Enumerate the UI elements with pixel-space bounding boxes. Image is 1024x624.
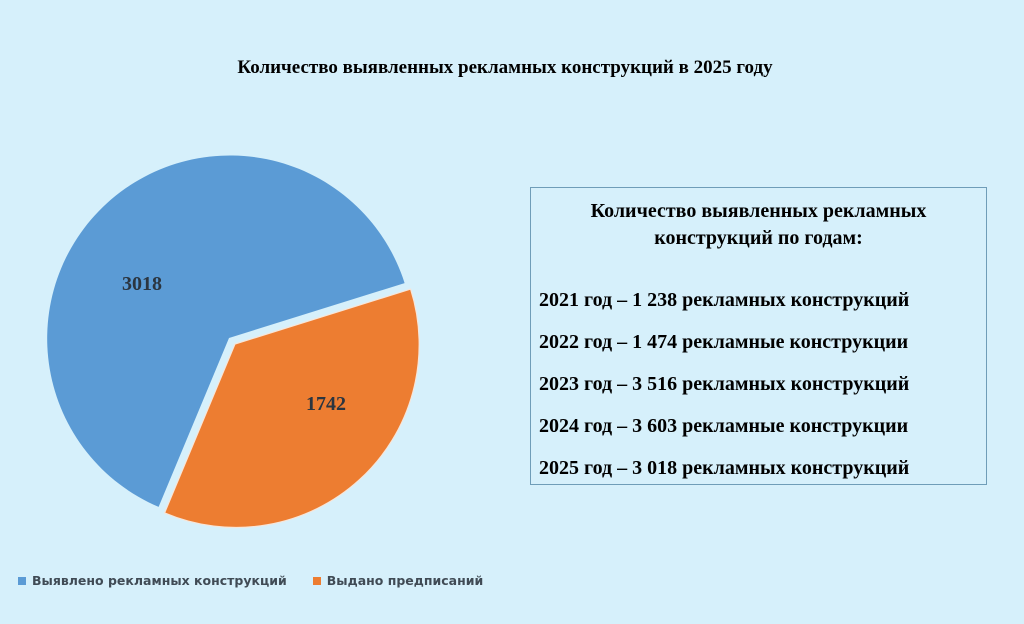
legend-label: Выдано предписаний [326,573,484,588]
summary-line-2022: 2022 год – 1 474 рекламные конструкции [539,331,909,353]
yearly-summary-box: Количество выявленных рекламных конструк… [530,187,987,485]
summary-lines: 2021 год – 1 238 рекламных конструкций 2… [539,287,909,497]
summary-title: Количество выявленных рекламных конструк… [531,198,986,252]
summary-line-2024: 2024 год – 3 603 рекламные конструкции [539,415,909,437]
summary-title-line1: Количество выявленных рекламных [590,200,927,222]
summary-line-2025: 2025 год – 3 018 рекламных конструкций [539,457,910,479]
pie-slice-detected [47,155,405,507]
summary-line-2023: 2023 год – 3 516 рекламных конструкций [539,373,910,395]
chart-title: Количество выявленных рекламных конструк… [237,57,773,78]
chart-legend: Выявлено рекламных конструкций Выдано пр… [18,573,509,588]
summary-line-2021: 2021 год – 1 238 рекламных конструкций [539,289,910,311]
legend-swatch-orange [312,576,321,585]
pie-slice-orders [163,288,420,529]
legend-item-detected: Выявлено рекламных конструкций [18,573,287,588]
label-orders: 1742 [306,393,346,415]
legend-label: Выявлено рекламных конструкций [32,573,287,588]
label-detected: 3018 [122,273,162,295]
legend-item-orders: Выдано предписаний [312,573,484,588]
summary-title-line2: конструкций по годам: [654,227,863,249]
legend-swatch-blue [18,576,26,585]
